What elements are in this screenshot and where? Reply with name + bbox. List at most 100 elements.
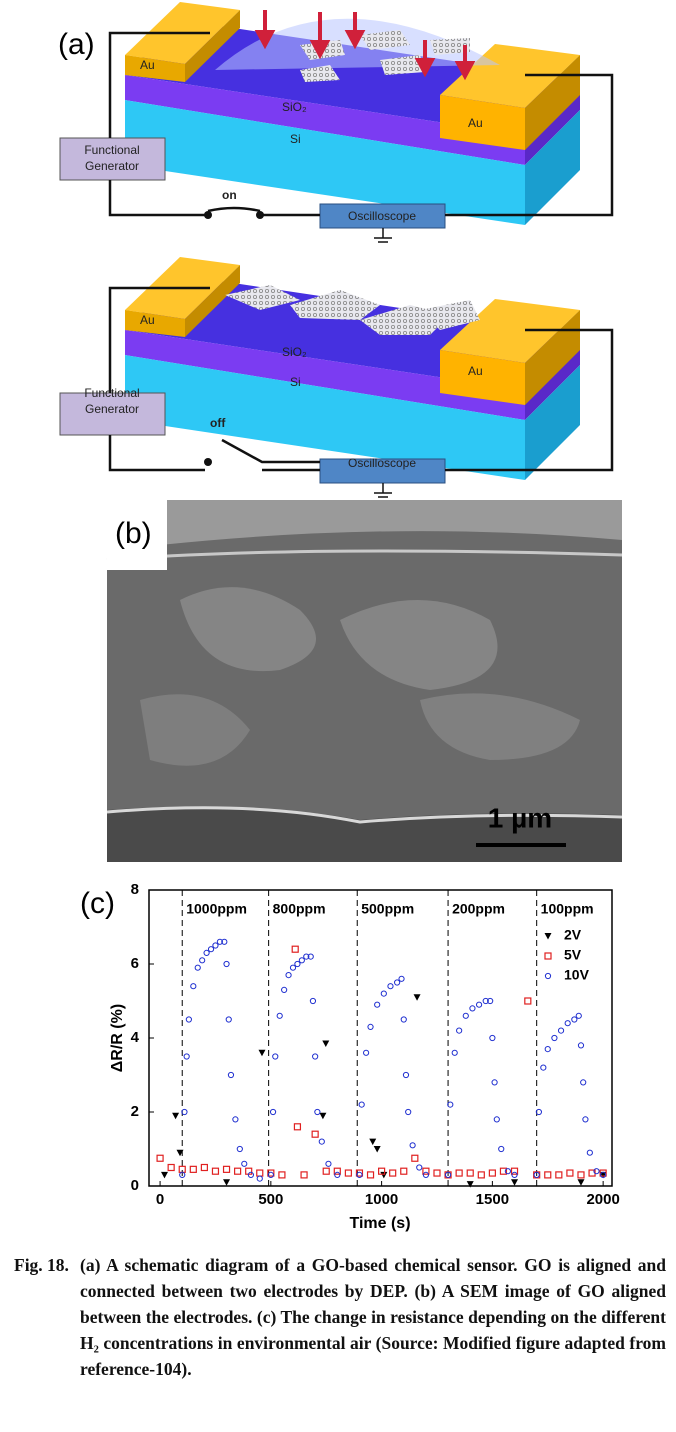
point: [189, 1165, 197, 1173]
point: [422, 1171, 430, 1179]
point: [236, 1145, 243, 1153]
point: [267, 1171, 274, 1179]
point: [322, 1167, 330, 1175]
switch: [221, 438, 320, 464]
point: [524, 997, 532, 1005]
x-tick-label: 1500: [476, 1191, 509, 1208]
point: [241, 1160, 248, 1167]
point: [398, 975, 405, 982]
point: [400, 1167, 408, 1175]
label: Au: [140, 313, 155, 327]
point: [289, 964, 297, 971]
point: [183, 1053, 190, 1060]
point: [291, 945, 299, 953]
panel-label: (a): [58, 28, 95, 61]
point: [582, 1116, 589, 1123]
go-flakes: [300, 30, 470, 82]
point: [199, 957, 206, 964]
point: [222, 1165, 231, 1173]
point: [557, 1027, 565, 1034]
legend-marker: [544, 952, 552, 960]
point: [402, 1071, 410, 1079]
point: [380, 1171, 388, 1179]
point: [489, 1034, 496, 1042]
point: [535, 1108, 542, 1116]
label: Si: [290, 375, 301, 389]
point: [179, 1171, 186, 1179]
point: [498, 1145, 505, 1153]
scale-bar-label: 1 µm: [488, 802, 552, 833]
point: [504, 1168, 511, 1175]
point: [300, 1171, 308, 1179]
point: [544, 1171, 552, 1179]
point: [318, 1138, 325, 1145]
point: [194, 964, 201, 971]
point: [389, 1169, 397, 1177]
label: Si: [290, 132, 301, 146]
point: [511, 1179, 519, 1186]
point: [575, 1012, 582, 1019]
region-label: 800ppm: [273, 901, 326, 917]
point: [540, 1064, 547, 1071]
region-label: 1000ppm: [186, 901, 247, 917]
point: [566, 1169, 574, 1177]
point: [221, 938, 228, 945]
point: [181, 1108, 188, 1116]
point: [491, 1079, 498, 1086]
point: [298, 957, 305, 964]
label: Oscilloscope: [348, 456, 416, 470]
sem-image: [106, 500, 623, 862]
y-tick-label: 0: [131, 1177, 139, 1194]
point: [211, 1167, 220, 1175]
point: [477, 1171, 485, 1179]
point: [475, 1001, 483, 1008]
point: [466, 1169, 474, 1177]
point: [247, 1171, 255, 1179]
point: [433, 1169, 441, 1177]
point: [307, 953, 314, 960]
point: [256, 1175, 263, 1182]
legend-label: 5V: [564, 947, 582, 963]
label: off: [210, 416, 226, 430]
caption-label: Fig. 18.: [14, 1255, 69, 1275]
switch: [207, 206, 261, 213]
point: [227, 1071, 235, 1079]
label: Au: [468, 116, 483, 130]
legend-label: 2V: [564, 927, 582, 943]
point: [373, 1146, 381, 1153]
label: SiO₂: [282, 100, 307, 114]
switch: [256, 211, 264, 219]
point: [580, 1079, 587, 1086]
point: [378, 1167, 386, 1175]
point: [600, 1171, 607, 1179]
point: [374, 1001, 381, 1008]
point: [311, 1130, 319, 1138]
point: [447, 1101, 454, 1108]
point: [462, 1012, 469, 1019]
switch: [204, 458, 212, 466]
label: Generator: [85, 402, 139, 416]
point: [488, 1169, 496, 1177]
point: [466, 1181, 474, 1188]
y-axis-label: ΔR/R (%): [109, 1004, 126, 1072]
x-tick-label: 500: [258, 1191, 283, 1208]
point: [511, 1171, 518, 1179]
point: [278, 1171, 286, 1179]
point: [322, 1040, 330, 1048]
point: [487, 997, 494, 1005]
point: [285, 972, 292, 979]
point: [344, 1169, 352, 1177]
point: [405, 1108, 412, 1116]
label: Au: [140, 58, 155, 72]
point: [319, 1112, 327, 1120]
point: [482, 997, 489, 1005]
point: [510, 1167, 519, 1175]
x-tick-label: 2000: [586, 1191, 619, 1208]
point: [225, 1016, 232, 1023]
point: [256, 1169, 264, 1177]
point: [411, 1154, 419, 1162]
point: [577, 1171, 585, 1179]
point: [363, 1049, 370, 1056]
point: [413, 994, 421, 1001]
